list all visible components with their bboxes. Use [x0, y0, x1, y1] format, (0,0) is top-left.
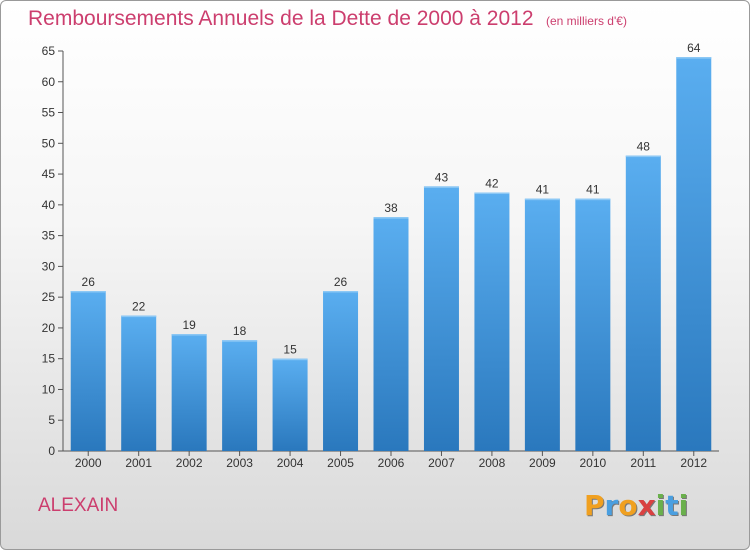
chart-title-block: Remboursements Annuels de la Dette de 20… — [28, 7, 627, 31]
y-tick-label: 20 — [42, 321, 56, 335]
x-tick-label: 2007 — [428, 456, 455, 470]
x-tick-label: 2004 — [277, 456, 304, 470]
data-label: 15 — [283, 343, 297, 357]
y-tick-label: 25 — [42, 290, 56, 304]
bar-highlight — [423, 186, 459, 188]
y-tick-label: 50 — [42, 136, 56, 150]
bar-highlight — [373, 217, 409, 219]
bar — [423, 186, 459, 451]
bar — [70, 291, 106, 451]
data-label: 43 — [435, 170, 449, 184]
x-tick-label: 2008 — [479, 456, 506, 470]
data-label: 22 — [132, 300, 146, 314]
bar — [575, 198, 611, 451]
bar-highlight — [524, 198, 560, 201]
logo-letter: t — [665, 489, 679, 522]
bar — [474, 192, 510, 452]
bar — [272, 358, 308, 451]
logo-letter: i — [655, 489, 666, 522]
bar — [676, 57, 712, 452]
data-label: 41 — [586, 183, 600, 197]
chart-title: Remboursements Annuels de la Dette de 20… — [28, 7, 534, 30]
x-tick-label: 2003 — [226, 456, 253, 470]
bar-highlight — [121, 315, 157, 318]
bar-highlight — [323, 291, 359, 293]
chart-bars — [70, 57, 712, 452]
y-tick-label: 5 — [48, 413, 55, 427]
bar — [524, 198, 560, 451]
bar-highlight — [625, 155, 661, 158]
data-label: 41 — [536, 183, 550, 197]
data-label: 26 — [82, 275, 96, 289]
bar-highlight — [70, 291, 106, 293]
bar — [121, 315, 157, 451]
data-label: 38 — [384, 201, 398, 215]
bar-highlight — [222, 340, 258, 342]
bar-highlight — [474, 192, 510, 195]
y-tick-label: 10 — [42, 382, 56, 396]
bar — [373, 217, 409, 451]
data-label: 19 — [182, 318, 196, 332]
proxiti-logo: Proxiti — [584, 489, 688, 522]
y-tick-label: 60 — [42, 75, 56, 89]
bar — [625, 155, 661, 451]
commune-name: ALEXAIN — [38, 495, 119, 516]
bar-highlight — [272, 358, 308, 361]
x-tick-label: 2000 — [75, 456, 102, 470]
x-tick-label: 2002 — [176, 456, 203, 470]
data-label: 18 — [233, 324, 247, 338]
chart-labels: 26 2000 22 2001 19 2002 18 2003 15 2004 26 2005 38 20… — [75, 41, 708, 470]
bar — [323, 291, 359, 451]
y-tick-label: 65 — [42, 44, 56, 58]
x-tick-label: 2010 — [579, 456, 606, 470]
y-tick-label: 45 — [42, 167, 56, 181]
y-tick-label: 30 — [42, 259, 56, 273]
logo-letter: r — [604, 489, 619, 522]
x-tick-label: 2006 — [378, 456, 405, 470]
bar-highlight — [171, 334, 207, 336]
bar — [171, 334, 207, 451]
x-tick-label: 2009 — [529, 456, 556, 470]
x-tick-label: 2012 — [680, 456, 707, 470]
chart-subtitle: (en milliers d'€) — [545, 14, 627, 28]
data-label: 26 — [334, 275, 348, 289]
y-tick-label: 15 — [42, 352, 56, 366]
x-tick-label: 2001 — [125, 456, 152, 470]
y-tick-label: 55 — [42, 106, 56, 120]
logo-letter: x — [637, 489, 656, 522]
y-tick-label: 40 — [42, 198, 56, 212]
x-tick-label: 2011 — [630, 456, 656, 470]
data-label: 42 — [485, 177, 499, 191]
logo-letter: i — [678, 489, 689, 522]
bar — [222, 340, 258, 451]
data-label: 64 — [687, 41, 701, 55]
bar-highlight — [575, 198, 611, 201]
y-tick-label: 35 — [42, 229, 56, 243]
logo-letter: P — [584, 489, 605, 522]
y-tick-label: 0 — [48, 444, 55, 458]
x-tick-label: 2005 — [327, 456, 354, 470]
logo-letter: o — [618, 489, 638, 522]
bar-highlight — [676, 57, 712, 59]
data-label: 48 — [637, 140, 651, 154]
